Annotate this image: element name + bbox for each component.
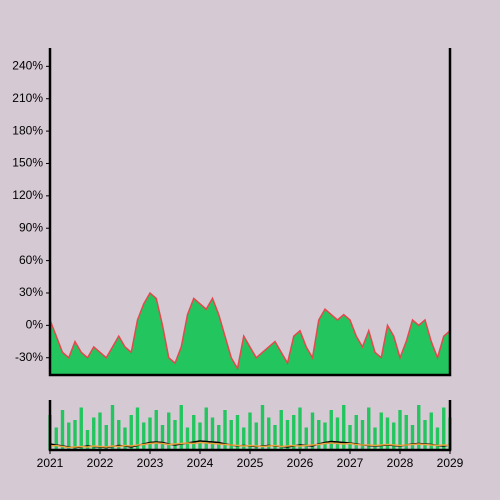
volume-bar	[348, 425, 352, 450]
volume-bar	[129, 415, 133, 450]
x-tick-label: 2023	[137, 456, 164, 470]
y-tick-label: 210%	[12, 91, 43, 105]
area-edge	[49, 291, 451, 371]
volume-bar	[148, 417, 152, 450]
volume-bar	[235, 415, 240, 450]
moving-average	[49, 441, 451, 449]
main-axes	[48, 48, 452, 377]
volume-bar	[410, 425, 415, 450]
volume-bar	[423, 420, 427, 450]
y-tick-label: 90%	[19, 220, 43, 234]
volume-bar	[260, 405, 265, 450]
volume-bar	[317, 420, 321, 450]
volume-bar	[442, 407, 446, 450]
volume-bar	[79, 407, 83, 450]
volume-bar	[392, 422, 396, 450]
volume-bar	[54, 427, 58, 450]
volume-bar	[435, 427, 440, 450]
volume-bar	[379, 412, 383, 450]
volume-bar	[354, 415, 358, 450]
volume-bar	[117, 420, 121, 450]
volume-bar	[248, 412, 252, 450]
x-tick-label: 2025	[237, 456, 264, 470]
volume-bar	[104, 425, 108, 450]
volume-bar	[329, 410, 333, 450]
volume-bar	[92, 417, 96, 450]
volume-bar	[185, 427, 190, 450]
x-tick-label: 2024	[187, 456, 214, 470]
volume-bar	[298, 407, 302, 450]
y-tick-label: -30%	[15, 350, 43, 364]
volume-bar	[385, 417, 390, 450]
volume-bar	[429, 412, 433, 450]
volume-bar	[335, 417, 340, 450]
volume-bar	[210, 417, 215, 450]
y-tick-label: 60%	[19, 253, 43, 267]
volume-bar	[360, 420, 365, 450]
volume-bar	[142, 422, 146, 450]
volume-bar	[179, 405, 183, 450]
volume-bar	[192, 415, 196, 450]
volume-bar	[292, 415, 296, 450]
volume-bar	[417, 405, 421, 450]
volume-bar	[254, 422, 258, 450]
y-tick-label: 30%	[19, 285, 43, 299]
x-tick-label: 2028	[387, 456, 414, 470]
volume-bar	[373, 427, 377, 450]
volume-bar	[173, 420, 177, 450]
volume-bar	[304, 427, 308, 450]
volume-bar	[267, 417, 271, 450]
y-tick-label: 0%	[26, 318, 44, 332]
volume-bar	[342, 405, 346, 450]
volume-bar	[135, 407, 140, 450]
area	[50, 292, 450, 375]
volume-bar	[110, 405, 115, 450]
volume-bar	[223, 410, 227, 450]
volume-bar	[204, 407, 208, 450]
volume-bar	[167, 412, 171, 450]
x-tick-label: 2029	[437, 456, 464, 470]
x-tick-label: 2027	[337, 456, 364, 470]
y-tick-label: 240%	[12, 59, 43, 73]
y-tick-label: 150%	[12, 156, 43, 170]
volume-bar	[398, 410, 402, 450]
volume-bar	[404, 415, 408, 450]
volume-bar	[73, 420, 77, 450]
volume-bar	[279, 410, 283, 450]
volume-bar	[154, 410, 158, 450]
y-tick-label: 180%	[12, 123, 43, 137]
volume-bar	[98, 412, 102, 450]
volume-bar	[310, 412, 315, 450]
volume-bar	[229, 420, 233, 450]
volume-bar	[85, 430, 90, 450]
volume-bar	[160, 425, 165, 450]
volume-bar	[242, 427, 246, 450]
volume-bar	[67, 422, 71, 450]
volume-bar	[285, 420, 290, 450]
x-tick-label: 2026	[287, 456, 314, 470]
y-tick-label: 120%	[12, 188, 43, 202]
volume-bar	[323, 422, 327, 450]
volume-bar	[217, 425, 221, 450]
volume-bar	[60, 410, 65, 450]
volume-bar	[198, 422, 202, 450]
volume-bar	[367, 407, 371, 450]
volume-bar	[123, 427, 127, 450]
x-tick-label: 2021	[37, 456, 64, 470]
x-tick-label: 2022	[87, 456, 114, 470]
volume-bar	[273, 425, 277, 450]
